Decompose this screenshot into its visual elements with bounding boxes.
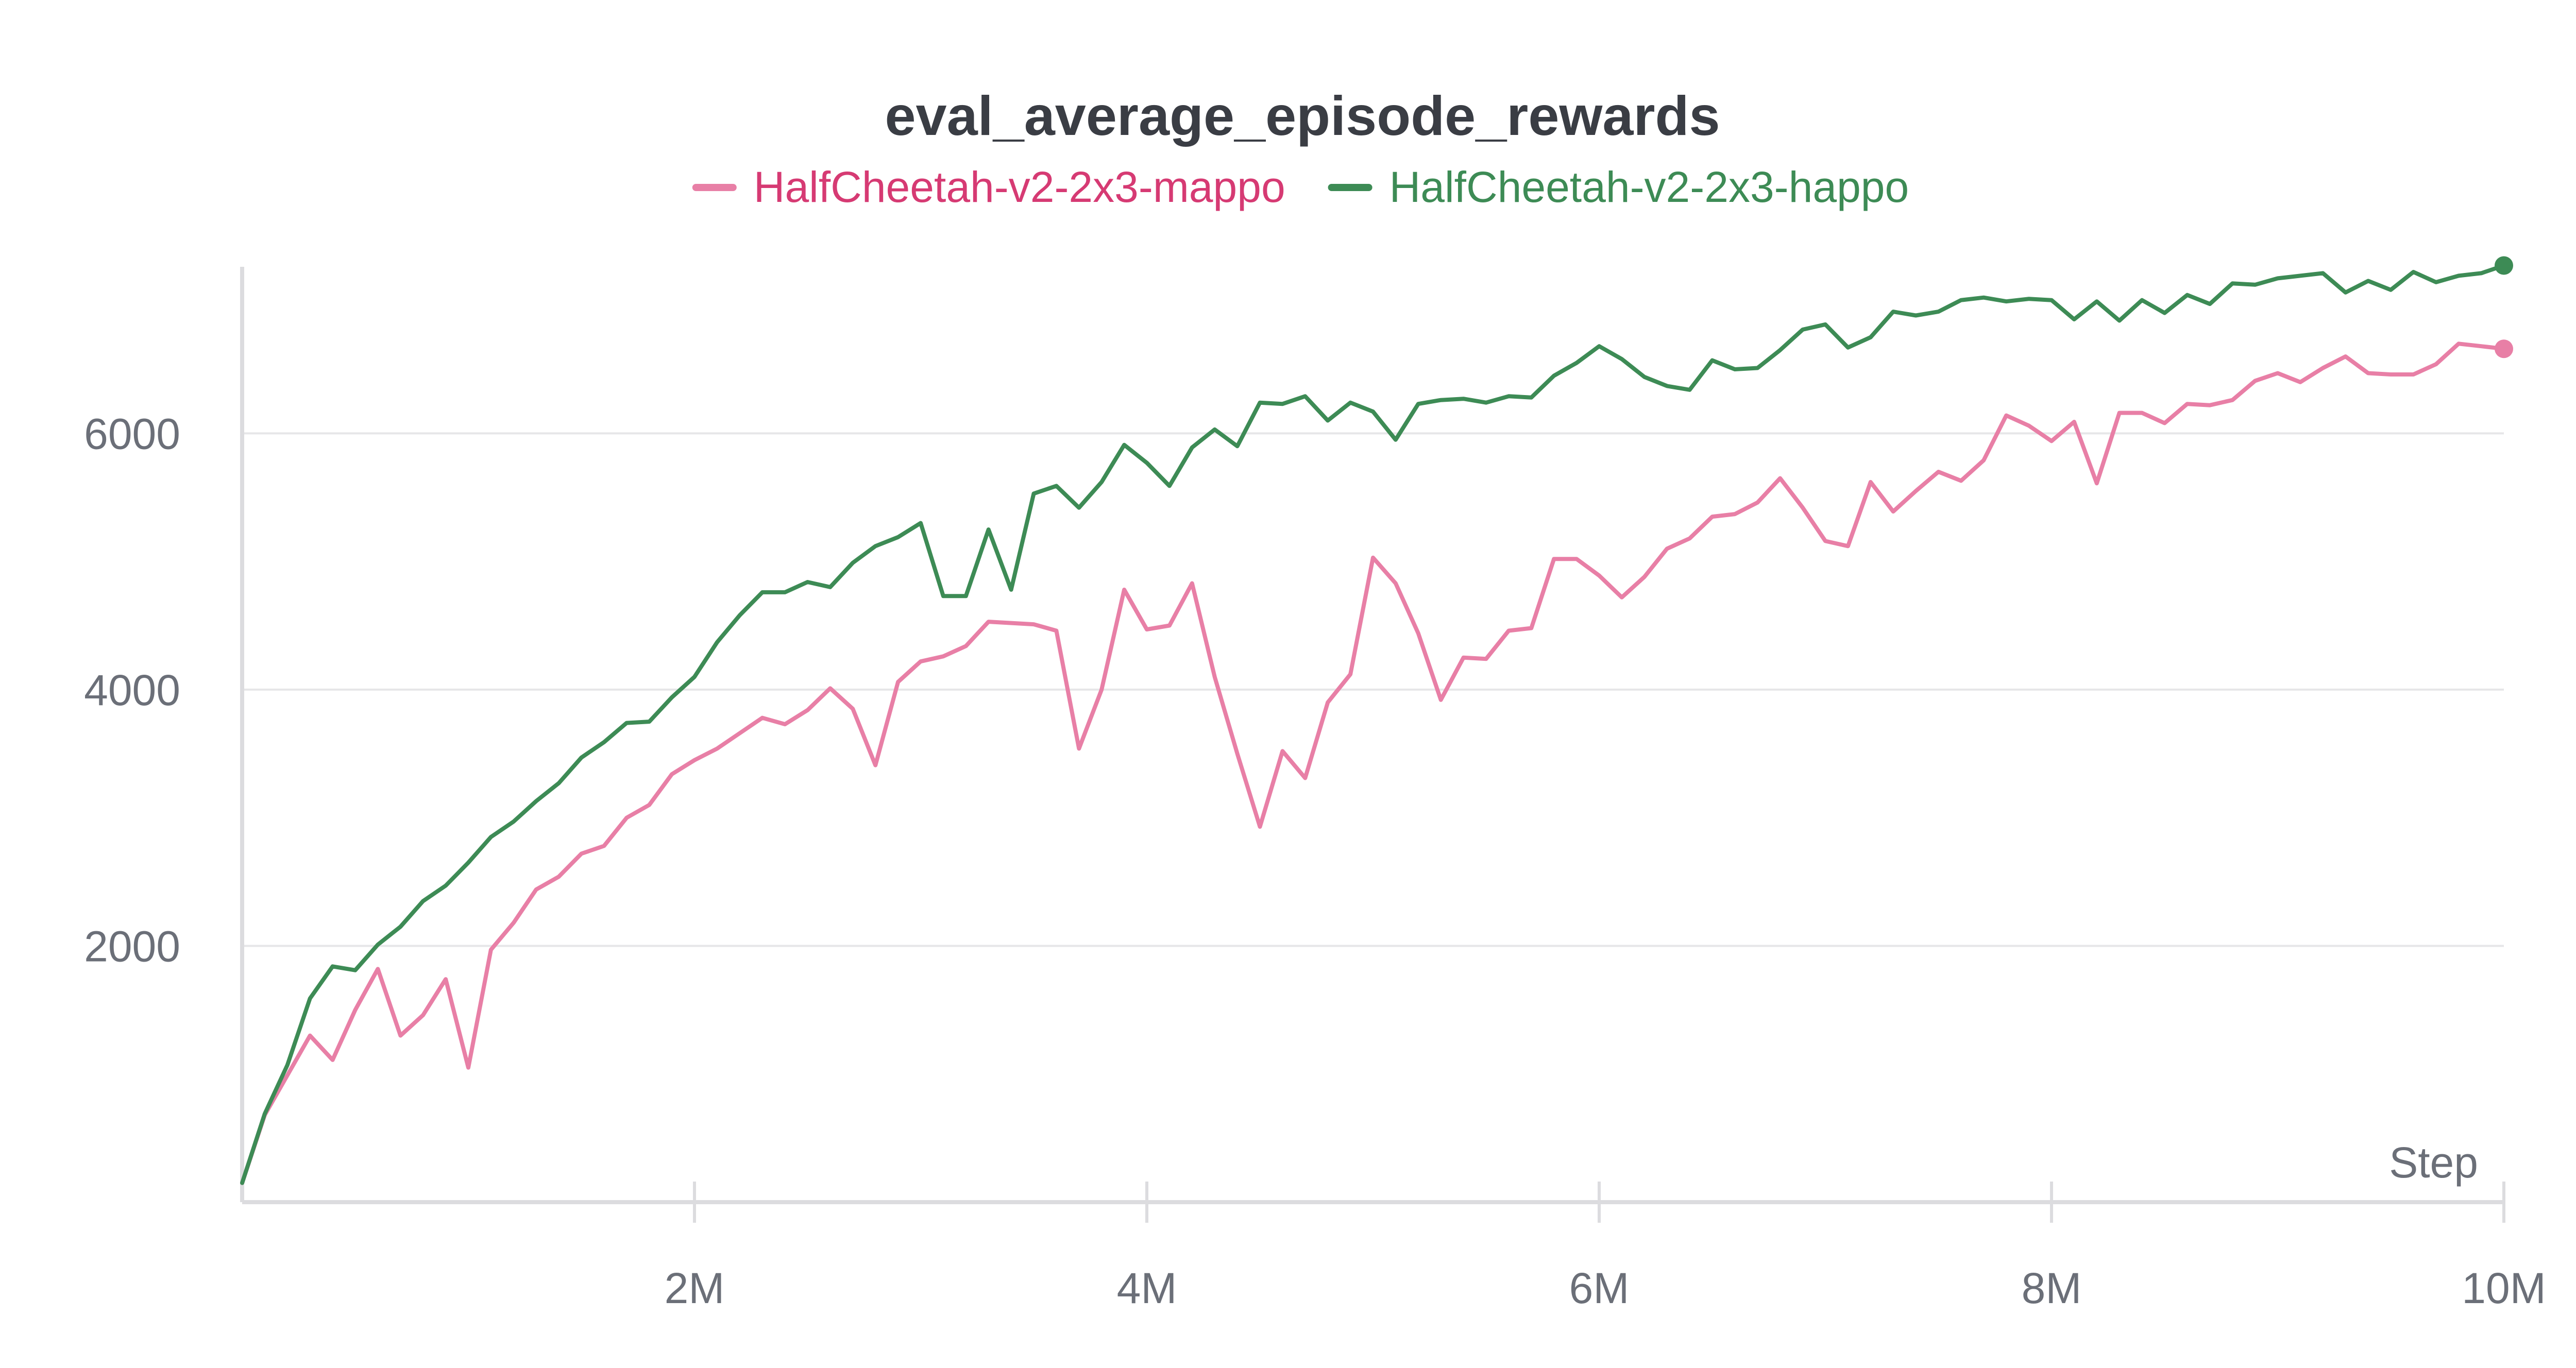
y-tick-label: 2000	[84, 922, 180, 970]
y-tick-label: 4000	[84, 666, 180, 714]
x-tick-label: 6M	[1569, 1264, 1630, 1312]
legend-item[interactable]: HalfCheetah-v2-2x3-happo	[1328, 163, 1909, 211]
x-tick-label: 10M	[2462, 1264, 2546, 1312]
chart-title: eval_average_episode_rewards	[885, 84, 1720, 147]
series-line-happo	[240, 263, 2506, 1185]
x-tick-label: 4M	[1117, 1264, 1177, 1312]
series-endpoint-mappo	[2495, 339, 2513, 358]
x-axis-label: Step	[2389, 1138, 2478, 1187]
x-tick-label: 8M	[2022, 1264, 2082, 1312]
series-line-mappo	[240, 341, 2506, 1185]
legend-label: HalfCheetah-v2-2x3-happo	[1389, 163, 1909, 211]
legend-item[interactable]: HalfCheetah-v2-2x3-mappo	[692, 163, 1285, 211]
x-ticks: 2M 4M 6M 8M 10M	[665, 1182, 2546, 1312]
series-endpoint-happo	[2495, 256, 2513, 275]
series-group	[240, 256, 2513, 1185]
x-tick-label: 2M	[665, 1264, 725, 1312]
y-tick-label: 6000	[84, 409, 180, 458]
legend: HalfCheetah-v2-2x3-mappo HalfCheetah-v2-2…	[692, 163, 1909, 211]
gridlines	[242, 432, 2504, 947]
legend-label: HalfCheetah-v2-2x3-mappo	[754, 163, 1285, 211]
y-tick-labels: 2000 4000 6000	[84, 409, 180, 970]
axes	[240, 267, 2504, 1204]
